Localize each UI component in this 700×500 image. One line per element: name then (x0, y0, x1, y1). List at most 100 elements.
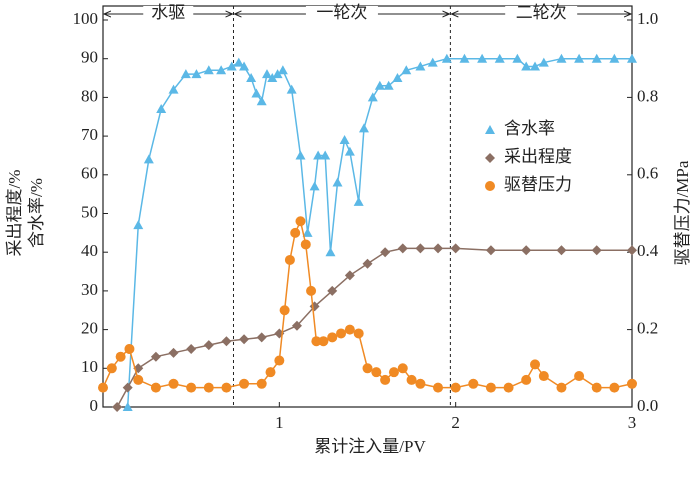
data-point (239, 378, 250, 389)
data-point (344, 324, 355, 335)
phase-label: 二轮次 (516, 3, 567, 22)
data-point (122, 382, 133, 393)
data-point (300, 239, 311, 250)
phase-label-bg (143, 6, 194, 22)
data-point (380, 374, 391, 385)
data-point (485, 245, 496, 256)
data-point (191, 69, 202, 79)
data-point (494, 53, 505, 63)
data-point (186, 343, 197, 354)
data-point (477, 53, 488, 63)
data-point (353, 196, 364, 206)
data-point (284, 254, 295, 265)
data-point (203, 382, 214, 393)
data-point (388, 367, 399, 378)
y-tick-label: 40 (81, 241, 98, 260)
data-point (327, 332, 338, 343)
y-tick-label: 0 (90, 396, 99, 415)
data-point (318, 336, 329, 347)
y-tick-label: 90 (81, 48, 98, 67)
data-point (150, 382, 161, 393)
y-tick-label: 80 (81, 86, 98, 105)
data-point (133, 220, 144, 230)
data-point (156, 104, 167, 114)
data-point (256, 332, 267, 343)
data-point (320, 150, 331, 160)
data-point (339, 134, 350, 144)
data-point (427, 57, 438, 67)
x-tick-label: 2 (451, 413, 460, 432)
data-point (344, 146, 355, 156)
phase-label: 水驱 (151, 3, 185, 22)
data-point (609, 382, 620, 393)
data-point (256, 96, 267, 106)
data-point (556, 53, 567, 63)
data-point (221, 382, 232, 393)
data-point (203, 340, 214, 351)
y-tick-label: 70 (81, 125, 98, 144)
x-tick-label: 3 (628, 413, 637, 432)
data-point (221, 336, 232, 347)
data-point (239, 61, 250, 71)
data-point (306, 285, 317, 296)
y2-axis-label: 驱替压力/MPa (673, 160, 692, 265)
data-point (627, 245, 637, 256)
data-point (98, 382, 108, 393)
data-point (450, 243, 461, 254)
data-point (538, 371, 549, 382)
data-point (609, 53, 620, 63)
data-point (415, 243, 426, 254)
data-point (168, 378, 179, 389)
data-point (574, 53, 585, 63)
data-point (591, 53, 602, 63)
data-point (295, 150, 306, 160)
data-point (380, 247, 391, 258)
data-point (485, 382, 496, 393)
data-point (367, 92, 378, 102)
data-point (406, 374, 417, 385)
data-point (530, 359, 541, 370)
data-point (392, 73, 403, 83)
data-point (459, 53, 470, 63)
data-point (112, 402, 123, 412)
data-point (433, 243, 444, 254)
data-point (246, 73, 257, 83)
data-point (383, 80, 394, 90)
data-point (574, 371, 585, 382)
data-point (272, 69, 283, 79)
data-point (216, 65, 227, 75)
data-point (203, 65, 214, 75)
data-point (556, 245, 567, 256)
series-line (126, 57, 632, 408)
phase-label-bg (305, 6, 378, 22)
data-point (313, 150, 324, 160)
data-point (265, 367, 276, 378)
data-point (374, 80, 385, 90)
data-point (233, 57, 244, 67)
y-tick-label: 60 (81, 164, 98, 183)
data-point (433, 382, 444, 393)
data-point (362, 258, 373, 269)
data-point (180, 69, 191, 79)
phase-label: 一轮次 (316, 3, 367, 22)
data-point (530, 61, 541, 71)
y2-tick-label: 1.0 (637, 9, 658, 28)
data-point (353, 328, 364, 339)
data-point (290, 227, 301, 238)
y-tick-label: 100 (73, 9, 99, 28)
data-point (336, 328, 347, 339)
data-point (291, 320, 302, 331)
data-point (279, 305, 290, 316)
data-point (124, 343, 135, 354)
data-point (521, 61, 532, 71)
data-point (521, 245, 532, 256)
data-point (503, 382, 514, 393)
legend-label: 驱替压力 (504, 175, 572, 194)
y-tick-label: 20 (81, 319, 98, 338)
legend-label: 采出程度 (504, 147, 572, 166)
data-point (358, 123, 369, 133)
y-tick-label: 50 (81, 202, 98, 221)
data-point (302, 227, 313, 237)
data-point (627, 378, 637, 389)
